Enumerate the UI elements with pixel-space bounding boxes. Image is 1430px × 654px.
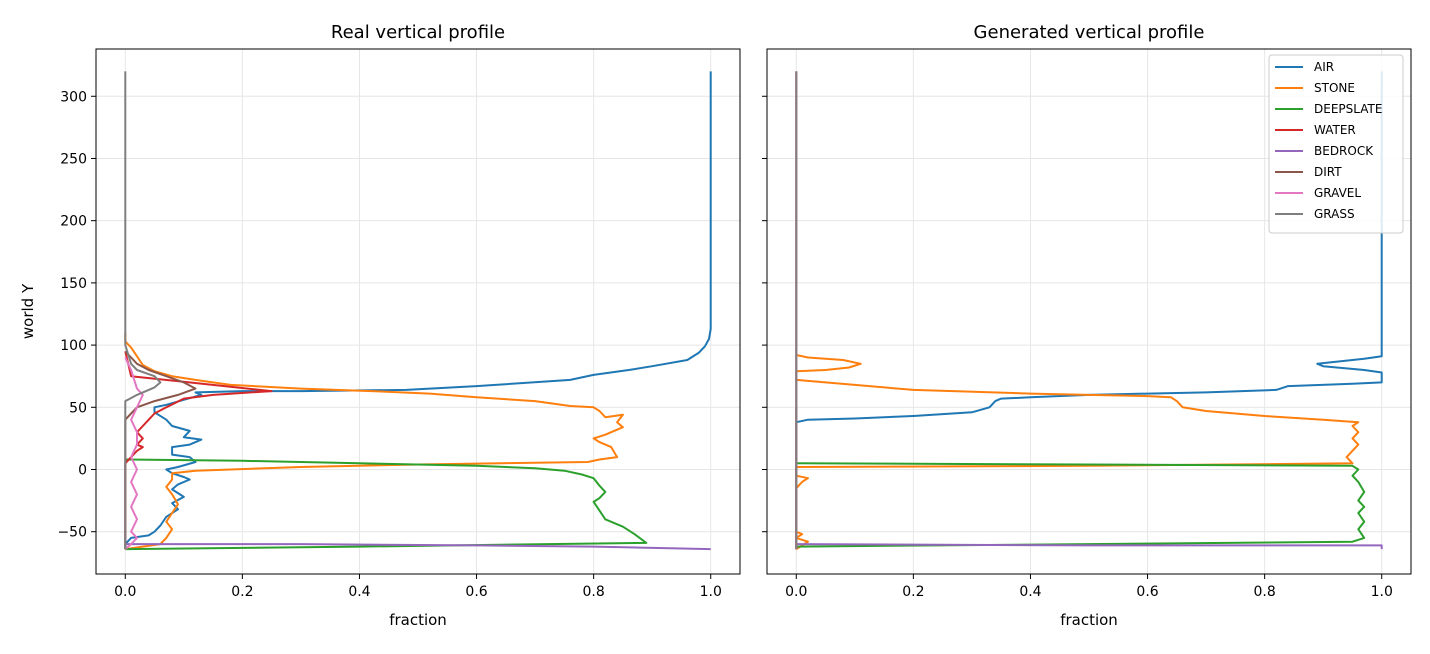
real-series-dirt	[124, 350, 197, 550]
real-y-tick-label: 200	[60, 214, 87, 230]
generated-x-tick-label: 1.0	[1371, 584, 1393, 600]
real-axes-frame	[95, 48, 741, 575]
real-series-air	[124, 71, 712, 550]
real-y-tick-label: 50	[69, 400, 87, 416]
legend: AIR STONE DEEPSLATE WATER BEDROCK DIRT GRAVEL G…	[1268, 54, 1404, 234]
real-x-axis-label: fraction	[389, 611, 447, 629]
generated-plot-title: Generated vertical profile	[974, 22, 1205, 43]
real-y-axis-label: world Y	[19, 283, 37, 339]
legend-box	[1268, 54, 1404, 234]
generated-x-tick-label: 0.8	[1254, 584, 1276, 600]
generated-series-lines	[795, 71, 1383, 550]
real-x-tick-label: 0.8	[583, 584, 605, 600]
real-series-stone	[124, 332, 624, 551]
generated-x-tick-label: 0.0	[785, 584, 807, 600]
generated-y-ticks	[762, 95, 767, 533]
real-series-bedrock	[125, 543, 711, 551]
real-plot-title: Real vertical profile	[331, 22, 505, 43]
generated-x-ticks: 0.0 0.2 0.4 0.6 0.8 1.0	[785, 574, 1393, 600]
legend-label-dirt: DIRT	[1314, 165, 1342, 179]
real-series-deepslate	[125, 458, 648, 551]
real-x-tick-label: 1.0	[700, 584, 722, 600]
real-x-tick-label: 0.6	[465, 584, 487, 600]
legend-label-water: WATER	[1314, 123, 1356, 137]
real-series-lines	[124, 71, 712, 551]
real-y-tick-label: 100	[60, 338, 87, 354]
legend-label-stone: STONE	[1314, 81, 1355, 95]
real-x-ticks: 0.0 0.2 0.4 0.6 0.8 1.0	[114, 574, 722, 600]
generated-series-deepslate	[796, 462, 1366, 548]
real-series-water	[124, 351, 273, 550]
generated-x-axis-label: fraction	[1060, 611, 1118, 629]
real-y-ticks: −50 0 50 100 150 200 250 300	[57, 89, 96, 541]
real-y-tick-label: 300	[60, 89, 87, 105]
real-y-tick-label: 250	[60, 151, 87, 167]
real-y-tick-label: 150	[60, 276, 87, 292]
real-series-grass	[124, 71, 162, 550]
real-x-tick-label: 0.4	[348, 584, 370, 600]
real-y-tick-label: 0	[78, 462, 87, 478]
generated-series-bedrock	[796, 543, 1383, 550]
real-x-tick-label: 0.0	[114, 584, 136, 600]
generated-x-tick-label: 0.2	[902, 584, 924, 600]
generated-axes-frame	[766, 48, 1412, 575]
legend-label-deepslate: DEEPSLATE	[1314, 102, 1382, 116]
generated-series-air	[795, 71, 1383, 550]
real-x-tick-label: 0.2	[231, 584, 253, 600]
real-profile-panel: 0.0 0.2 0.4 0.6 0.8 1.0 −50 0 50 100 150 200 250 300…	[19, 22, 741, 629]
legend-label-gravel: GRAVEL	[1314, 186, 1361, 200]
legend-label-air: AIR	[1314, 60, 1334, 74]
generated-profile-panel: 0.0 0.2 0.4 0.6 0.8 1.0 Generated vertical pr…	[762, 22, 1412, 629]
generated-x-tick-label: 0.4	[1019, 584, 1041, 600]
real-y-tick-label: −50	[57, 525, 87, 541]
legend-label-bedrock: BEDROCK	[1314, 144, 1374, 158]
generated-x-tick-label: 0.6	[1136, 584, 1158, 600]
legend-label-grass: GRASS	[1314, 207, 1355, 221]
